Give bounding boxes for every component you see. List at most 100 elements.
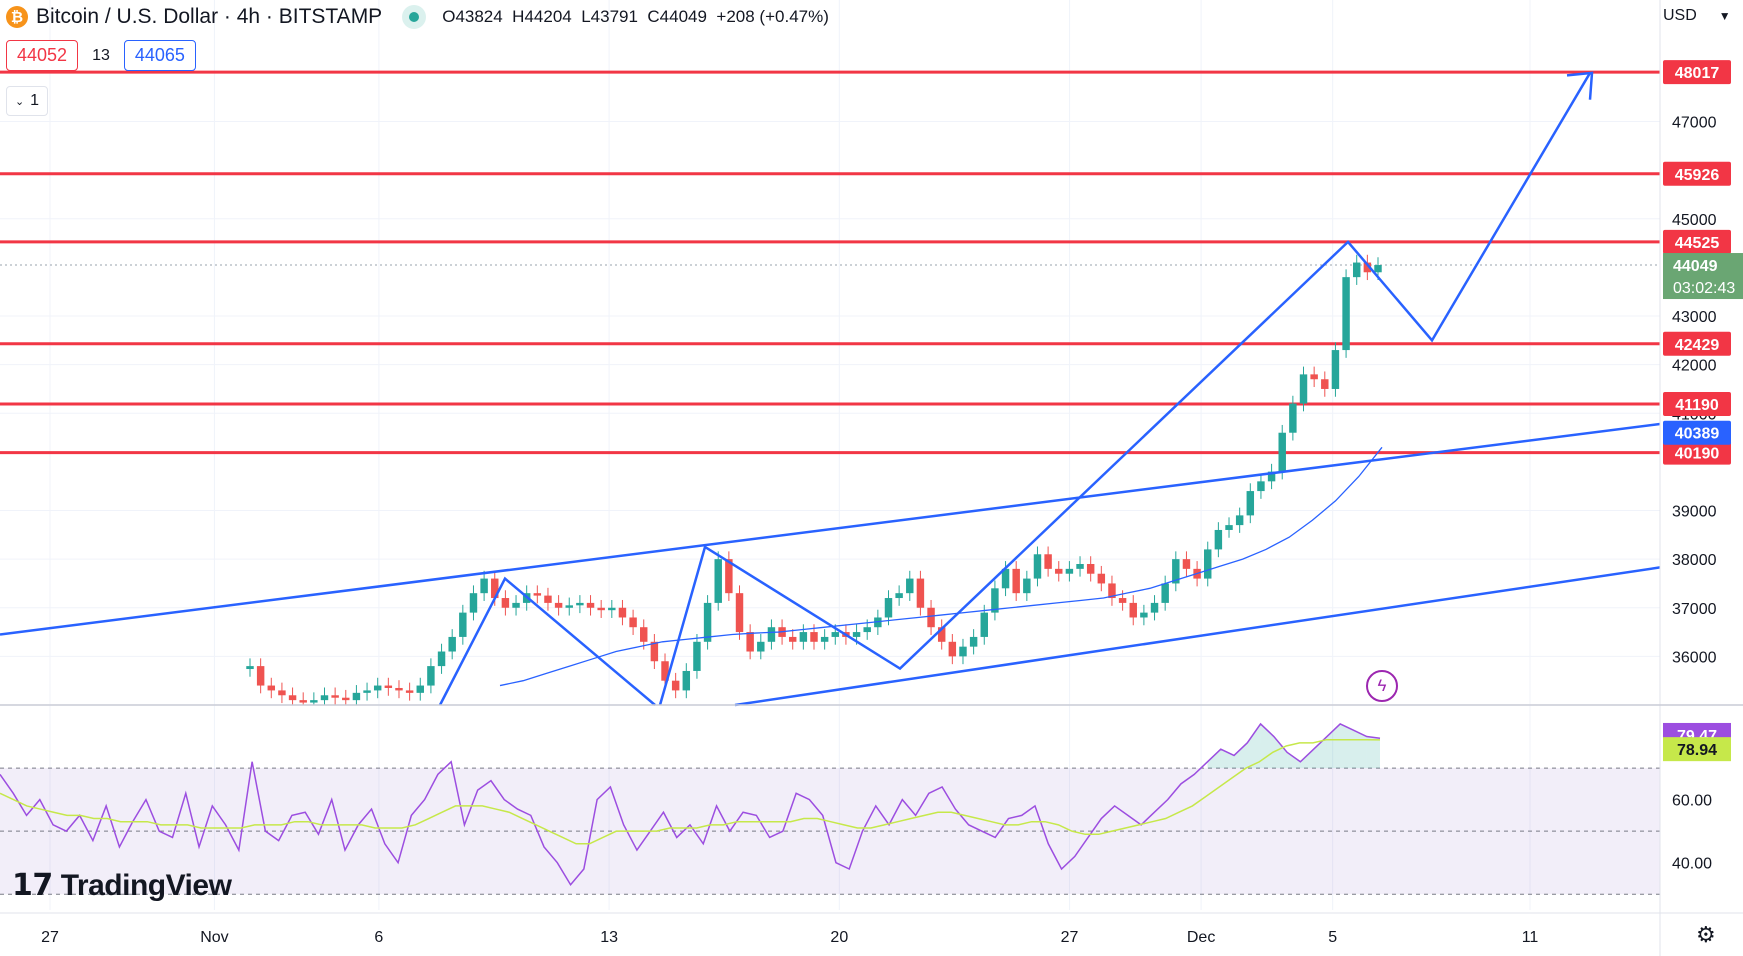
candle-body: [480, 578, 488, 594]
y-tick-label: 45000: [1672, 212, 1717, 229]
moving-average-line: [499, 446, 1383, 687]
level-tag-label: 48017: [1675, 65, 1720, 82]
candle-body: [1278, 432, 1286, 472]
candle-body: [714, 559, 722, 603]
candle-body: [342, 697, 350, 701]
candle-body: [1118, 598, 1127, 603]
candle-body: [469, 593, 478, 613]
candle-body: [1363, 262, 1372, 273]
channel-upper-line: [0, 422, 1661, 636]
x-tick-label: 27: [1061, 929, 1079, 946]
candle-body: [1289, 403, 1297, 433]
lightning-icon[interactable]: ϟ: [1366, 670, 1398, 702]
candle-body: [501, 598, 510, 608]
sell-button[interactable]: 44052: [6, 40, 79, 71]
x-tick-label: Dec: [1187, 929, 1215, 946]
candle-body: [788, 636, 797, 642]
candle-body: [671, 680, 680, 691]
level-tag-box: [1663, 229, 1731, 254]
moving-average-path: [499, 446, 1383, 687]
rsi-overbought-fill: [1366, 736, 1380, 769]
level-tag-label: 40190: [1675, 446, 1720, 463]
currency-selector[interactable]: USD ▼: [1663, 0, 1743, 32]
trend-tag-box: [1663, 420, 1731, 445]
y-tick-label: 47000: [1672, 115, 1717, 132]
y-tick-label: 39000: [1672, 504, 1717, 521]
gear-icon[interactable]: ⚙: [1696, 922, 1716, 947]
candle-body: [576, 602, 584, 606]
currency-label: USD: [1663, 7, 1697, 24]
rsi-overbought-fill: [1326, 723, 1341, 769]
level-tag-label: 42429: [1675, 337, 1720, 354]
level-tag-box: [1663, 331, 1731, 356]
candle-body: [1161, 583, 1169, 603]
candle-body: [320, 695, 329, 701]
rsi-overbought-fill: [1300, 749, 1314, 769]
candle-body: [1182, 559, 1191, 569]
symbol-title[interactable]: Bitcoin / U.S. Dollar · 4h · BITSTAMP: [36, 5, 383, 28]
countdown-label: 03:02:43: [1673, 280, 1735, 297]
candle-body: [384, 685, 393, 688]
rsi-tag-box: [1663, 737, 1731, 762]
candle-body: [1086, 564, 1095, 574]
candle-body: [640, 627, 648, 642]
trend-drawings[interactable]: [0, 71, 1661, 707]
tradingview-logo[interactable]: 17 TradingView: [12, 868, 232, 903]
rsi-ma-line: [0, 738, 1381, 845]
candle-body: [554, 602, 563, 608]
candle-body: [852, 632, 861, 637]
open-label: O: [442, 7, 456, 26]
candle-body: [565, 605, 573, 608]
candle-body: [661, 661, 669, 681]
candle-body: [1140, 612, 1148, 618]
candle-body: [650, 641, 659, 662]
rsi-overbought-fill: [1234, 742, 1248, 769]
x-tick-label: 5: [1328, 929, 1337, 946]
candle-body: [810, 632, 818, 642]
candle-body: [1108, 583, 1116, 599]
candle-body: [1257, 481, 1265, 492]
rsi-tick-label: 60.00: [1672, 793, 1712, 810]
indicators-toggle-button[interactable]: ⌄ 1: [6, 86, 48, 116]
y-tick-label: 42000: [1672, 358, 1717, 375]
last-price-box: [1663, 253, 1743, 300]
horizontal-levels[interactable]: [0, 70, 1660, 455]
market-status-icon[interactable]: [402, 5, 427, 29]
candle-body: [597, 607, 605, 611]
rsi-overbought-fill: [1260, 723, 1274, 769]
candle-body: [373, 685, 382, 691]
candle-body: [1374, 265, 1382, 273]
candle-body: [725, 559, 733, 594]
candle-body: [288, 695, 297, 701]
candle-body: [799, 632, 808, 642]
indicators-count: 1: [30, 92, 40, 109]
candle-body: [1023, 578, 1031, 594]
zigzag-projection: [658, 72, 1592, 706]
candle-body: [310, 700, 318, 703]
candle-body: [586, 602, 595, 608]
chevron-down-icon: ⌄: [14, 95, 25, 108]
tradingview-logo-text: TradingView: [60, 868, 232, 902]
candle-body: [1001, 568, 1010, 589]
candle-body: [437, 651, 446, 667]
candle-body: [1065, 568, 1074, 574]
price-tags: 48017 45926 44525 42429 41190 40190 40389 44049…: [1663, 60, 1743, 762]
level-tag-label: 44525: [1675, 235, 1720, 252]
low-value: 43791: [590, 7, 638, 26]
y-tick-label: 38000: [1672, 552, 1717, 569]
candle-body: [629, 617, 637, 628]
candle-body: [267, 685, 276, 691]
candle-body: [1044, 554, 1052, 569]
zigzag-left: [438, 576, 656, 706]
candle-body: [746, 632, 754, 652]
candle-body: [1321, 379, 1329, 389]
level-tag-label: 41190: [1675, 397, 1719, 414]
candle-body: [1204, 549, 1212, 579]
rsi-overbought-fill: [1207, 749, 1221, 769]
buy-button[interactable]: 44065: [123, 40, 196, 71]
candle-body: [1129, 602, 1137, 618]
candle-body: [735, 593, 744, 633]
candle-body: [363, 690, 371, 693]
candle-body: [427, 666, 435, 686]
